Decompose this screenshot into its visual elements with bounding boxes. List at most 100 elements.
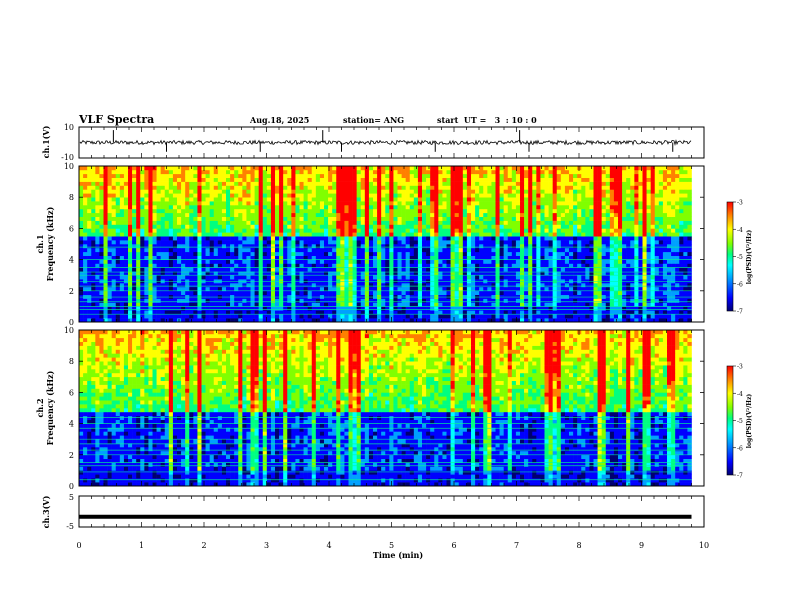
spectrogram-cell <box>487 306 492 311</box>
spectrogram-cell <box>340 197 345 202</box>
spectrogram-cell <box>385 244 390 249</box>
spectrogram-cell <box>217 216 223 221</box>
spectrogram-cell <box>495 247 500 253</box>
spectrogram-cell <box>405 216 411 221</box>
spectrogram-cell <box>132 275 137 280</box>
spectrogram-cell <box>589 205 594 210</box>
spectrogram-cell <box>642 306 647 311</box>
spectrogram-cell <box>536 283 541 288</box>
spectrogram-cell <box>491 259 496 264</box>
spectrogram-cell <box>548 220 553 225</box>
spectrogram-cell <box>377 228 382 233</box>
spectrogram-cell <box>605 193 611 198</box>
spectrogram-cell <box>87 290 92 295</box>
spectrogram-cell <box>230 236 235 241</box>
spectrogram-cell <box>589 298 594 303</box>
spectrogram-cell <box>618 306 623 311</box>
spectrogram-cell <box>283 205 288 210</box>
spectrogram-cell <box>426 205 431 210</box>
spectrogram-cell <box>254 193 259 198</box>
spectrogram-cell <box>556 259 562 264</box>
spectrogram-cell <box>393 290 398 295</box>
spectrogram-cell <box>618 228 623 233</box>
spectrogram-cell <box>426 208 431 214</box>
spectrogram-cell <box>319 232 325 237</box>
spectrogram-cell <box>471 240 476 245</box>
spectrogram-cell <box>287 205 292 210</box>
ch1-waveform-ylabel: ch.1(V) <box>41 125 51 158</box>
spectrogram-cell <box>144 212 149 217</box>
spectrogram-cell <box>201 232 206 237</box>
spectrogram-cell <box>446 318 451 323</box>
spectrogram-cell <box>577 255 582 260</box>
spectrogram-cell <box>438 244 443 249</box>
spectrogram-cell <box>515 298 521 303</box>
spectrogram-cell <box>401 208 406 214</box>
spectrogram-cell <box>352 220 357 225</box>
spectrogram-cell <box>687 201 692 206</box>
spectrogram-cell <box>662 247 668 253</box>
spectrogram-cell <box>136 263 141 268</box>
spectrogram-cell <box>360 318 366 323</box>
spectrogram-cell <box>311 263 317 268</box>
spectrogram-cell <box>438 306 443 311</box>
spectrogram-cell <box>209 228 215 233</box>
spectrogram-cell <box>91 205 96 210</box>
spectrogram-cell <box>622 255 627 260</box>
spectrogram-cell <box>156 298 161 303</box>
spectrogram-cell <box>205 283 210 288</box>
spectrogram-cell <box>279 318 284 323</box>
spectrogram-cell <box>168 283 174 288</box>
spectrogram-cell <box>658 201 664 206</box>
spectrogram-cell <box>283 290 288 295</box>
spectrogram-cell <box>511 220 517 225</box>
spectrogram-cell <box>364 208 370 214</box>
spectrogram-cell <box>226 263 231 268</box>
spectrogram-cell <box>389 259 394 264</box>
spectrogram-cell <box>634 228 639 233</box>
spectrogram-cell <box>642 275 647 280</box>
spectrogram-cell <box>511 302 517 307</box>
spectrogram-cell <box>430 259 435 264</box>
spectrogram-cell <box>332 247 337 253</box>
spectrogram-cell <box>495 286 500 292</box>
spectrogram-cell <box>119 244 125 249</box>
spectrogram-cell <box>226 290 231 295</box>
spectrogram-cell <box>638 224 643 229</box>
spectrogram-cell <box>601 216 607 221</box>
spectrogram-cell <box>91 298 96 303</box>
spectrogram-cell <box>209 314 215 319</box>
spectrogram-cell <box>495 263 500 268</box>
spectrogram-cell <box>360 310 366 315</box>
spectrogram-cell <box>209 283 215 288</box>
spectrogram-cell <box>569 232 574 237</box>
spectrogram-cell <box>307 302 313 307</box>
spectrogram-cell <box>577 306 582 311</box>
spectrogram-cell <box>515 197 521 202</box>
spectrogram-cell <box>389 201 394 206</box>
spectrogram-cell <box>348 314 353 319</box>
spectrogram-cell <box>532 240 537 245</box>
spectrogram-cell <box>499 251 504 256</box>
spectrogram-cell <box>95 251 100 256</box>
spectrogram-cell <box>381 314 386 319</box>
spectrogram-cell <box>201 251 206 256</box>
spectrogram-cell <box>254 306 259 311</box>
spectrogram-cell <box>667 298 672 303</box>
spectrogram-cell <box>438 193 443 198</box>
spectrogram-cell <box>340 255 345 260</box>
spectrogram-cell <box>609 255 615 260</box>
spectrogram-cell <box>181 283 186 288</box>
spectrogram-cell <box>152 271 157 276</box>
spectrogram-cell <box>217 314 223 319</box>
spectrogram-cell <box>95 318 100 323</box>
spectrogram-cell <box>409 205 415 210</box>
spectrogram-cell <box>654 302 660 307</box>
spectrogram-cell <box>234 290 239 295</box>
spectrogram-cell <box>499 271 504 276</box>
spectrogram-cell <box>140 286 145 292</box>
spectrogram-cell <box>564 236 570 241</box>
spectrogram-cell <box>426 193 431 198</box>
spectrogram-cell <box>315 271 321 276</box>
spectrogram-cell <box>230 240 235 245</box>
